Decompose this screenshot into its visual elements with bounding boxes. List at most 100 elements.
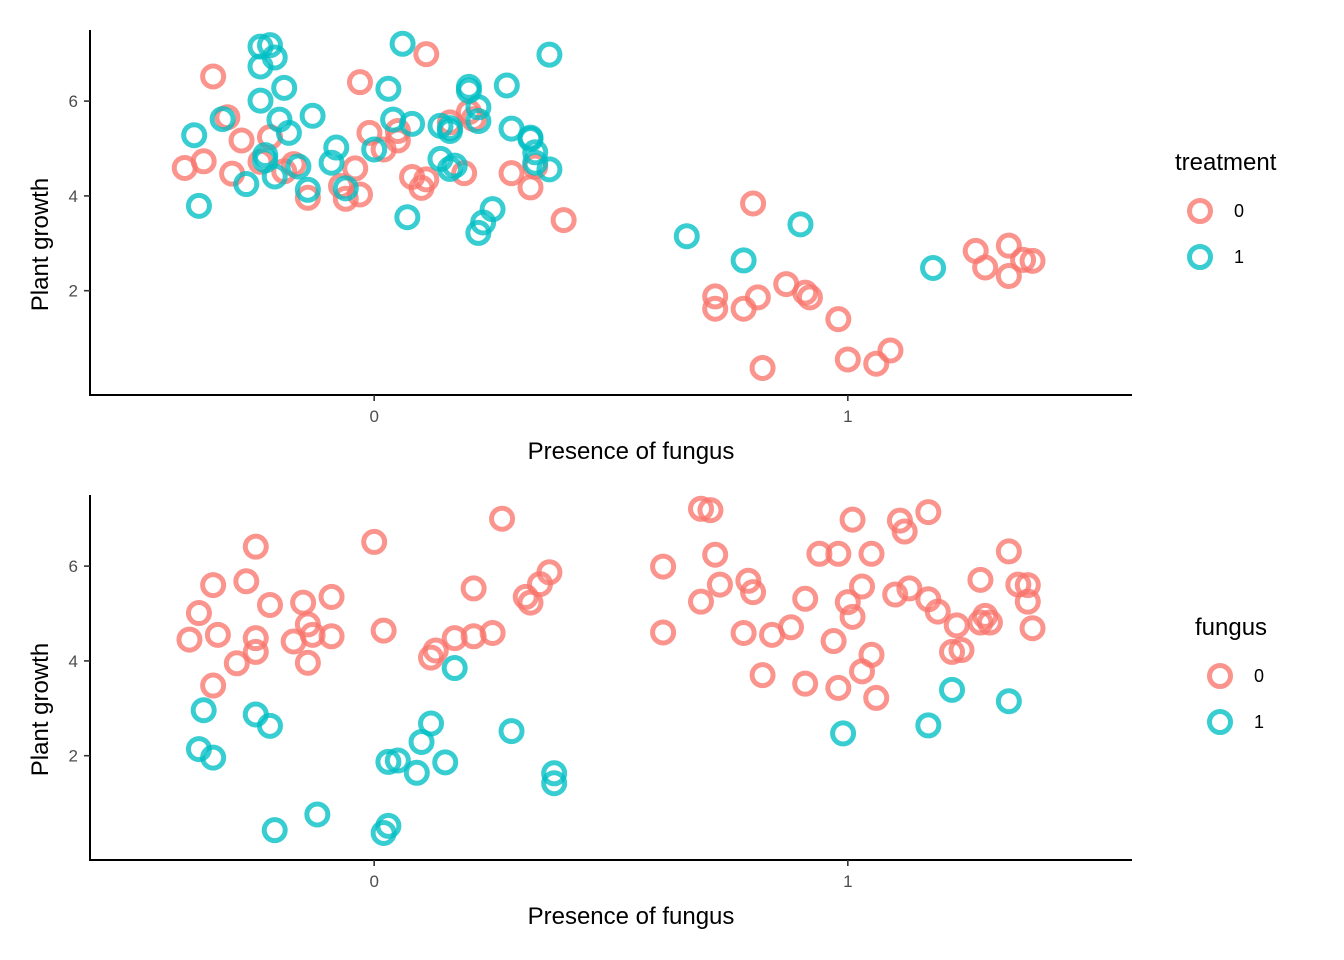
point-group-0 bbox=[730, 295, 757, 322]
point-group-0 bbox=[200, 672, 227, 699]
point-group-0 bbox=[863, 684, 890, 711]
point-group-0 bbox=[290, 589, 317, 616]
x-axis-title: Presence of fungus bbox=[528, 438, 735, 465]
point-group-0 bbox=[820, 628, 847, 654]
point-group-0 bbox=[233, 568, 260, 595]
point-group-1 bbox=[465, 219, 492, 246]
point-group-1 bbox=[256, 712, 283, 739]
point-group-0 bbox=[740, 190, 767, 217]
point-group-1 bbox=[323, 134, 350, 161]
legend-key bbox=[1187, 244, 1213, 270]
point-group-1 bbox=[436, 155, 463, 182]
point-group-0 bbox=[877, 337, 904, 364]
point-group-1 bbox=[673, 223, 700, 250]
x-tick-label: 1 bbox=[843, 872, 852, 891]
point-group-1 bbox=[536, 41, 563, 68]
x-tick-label: 0 bbox=[369, 872, 378, 891]
point-group-1 bbox=[275, 119, 302, 146]
point-group-0 bbox=[228, 127, 255, 154]
point-group-0 bbox=[967, 609, 994, 636]
point-group-0 bbox=[972, 254, 999, 281]
point-group-0 bbox=[792, 585, 819, 612]
point-group-0 bbox=[1019, 247, 1046, 274]
y-tick-label: 4 bbox=[69, 652, 78, 671]
point-group-1 bbox=[920, 254, 947, 281]
point-group-0 bbox=[498, 160, 525, 187]
point-group-0 bbox=[839, 506, 866, 533]
point-group-0 bbox=[242, 638, 269, 665]
point-group-1 bbox=[361, 136, 388, 163]
point-group-0 bbox=[550, 207, 577, 234]
legend: fungus 0 1 bbox=[1195, 614, 1267, 735]
point-group-0 bbox=[200, 572, 227, 599]
point-group-0 bbox=[896, 575, 923, 602]
point-group-0 bbox=[479, 619, 506, 646]
point-group-0 bbox=[332, 185, 359, 212]
point-group-1 bbox=[261, 817, 288, 844]
point-group-1 bbox=[389, 30, 416, 57]
point-group-1 bbox=[285, 153, 312, 180]
point-group-1 bbox=[479, 196, 506, 223]
point-group-1 bbox=[522, 139, 549, 166]
point-group-0 bbox=[749, 662, 776, 689]
point-group-0 bbox=[744, 284, 771, 311]
point-group-1 bbox=[261, 163, 288, 190]
point-group-1 bbox=[233, 171, 260, 198]
point-group-1 bbox=[995, 688, 1022, 715]
point-group-0 bbox=[995, 538, 1022, 565]
x-tick-label: 1 bbox=[843, 407, 852, 426]
x-tick-label: 0 bbox=[369, 407, 378, 426]
bottom-scatter-panel: 2 4 6 0 1 Presence of fungus Plant growth fungu… bbox=[27, 495, 1267, 930]
point-group-0 bbox=[796, 284, 823, 311]
point-group-0 bbox=[792, 670, 819, 697]
point-group-0 bbox=[825, 540, 852, 567]
point-group-1 bbox=[181, 122, 208, 149]
point-group-1 bbox=[256, 32, 283, 59]
point-group-0 bbox=[361, 528, 388, 555]
point-group-1 bbox=[915, 712, 942, 739]
point-group-0 bbox=[702, 283, 729, 310]
point-group-1 bbox=[294, 176, 321, 203]
point-group-0 bbox=[915, 499, 942, 526]
point-group-1 bbox=[399, 110, 426, 137]
legend-key bbox=[1207, 663, 1233, 689]
point-group-0 bbox=[777, 614, 804, 641]
point-group-1 bbox=[185, 192, 212, 219]
point-group-0 bbox=[342, 155, 369, 182]
point-group-0 bbox=[413, 166, 440, 193]
point-group-0 bbox=[1010, 246, 1037, 273]
point-group-0 bbox=[834, 346, 861, 373]
point-group-0 bbox=[318, 623, 345, 650]
point-group-0 bbox=[976, 609, 1003, 636]
point-group-0 bbox=[858, 641, 885, 668]
point-group-0 bbox=[702, 295, 729, 322]
point-group-0 bbox=[171, 154, 198, 181]
point-group-0 bbox=[256, 591, 283, 618]
point-group-1 bbox=[418, 710, 445, 737]
point-group-1 bbox=[787, 211, 814, 238]
point-group-0 bbox=[223, 650, 250, 677]
point-group-1 bbox=[190, 697, 217, 724]
point-group-1 bbox=[318, 149, 345, 176]
point-group-0 bbox=[185, 600, 212, 627]
point-group-1 bbox=[522, 149, 549, 176]
point-group-0 bbox=[650, 619, 677, 646]
point-group-0 bbox=[204, 621, 231, 648]
point-group-0 bbox=[749, 354, 776, 381]
point-group-1 bbox=[242, 701, 269, 728]
point-group-1 bbox=[730, 247, 757, 274]
point-group-1 bbox=[375, 748, 402, 775]
legend-title: fungus bbox=[1195, 614, 1267, 641]
point-group-0 bbox=[858, 540, 885, 567]
point-group-1 bbox=[830, 720, 857, 747]
legend-label: 0 bbox=[1234, 201, 1244, 221]
point-group-0 bbox=[839, 603, 866, 630]
y-axis-title: Plant growth bbox=[27, 643, 54, 776]
point-group-1 bbox=[299, 102, 326, 129]
point-group-0 bbox=[730, 619, 757, 646]
legend: treatment 0 1 bbox=[1175, 149, 1277, 270]
point-group-0 bbox=[356, 119, 383, 146]
x-axis-title: Presence of fungus bbox=[528, 903, 735, 930]
point-group-0 bbox=[967, 566, 994, 593]
legend-title: treatment bbox=[1175, 149, 1277, 176]
